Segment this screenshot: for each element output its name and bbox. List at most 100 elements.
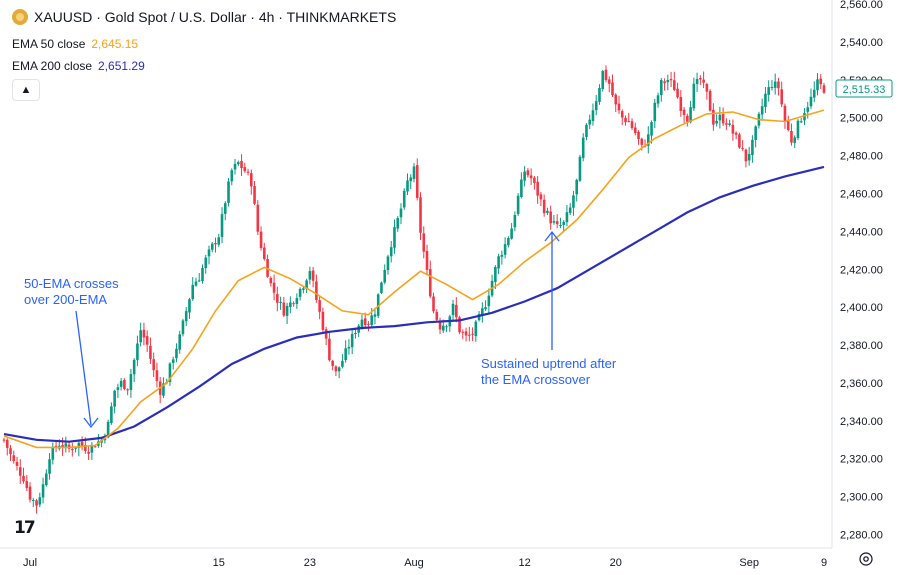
candle-body [9, 448, 12, 455]
candle-body [455, 304, 458, 318]
candle-body [822, 85, 826, 93]
gear-icon[interactable] [859, 552, 873, 566]
candle-body [419, 197, 422, 233]
price-axis[interactable]: 2,280.00 2,300.00 2,320.00 2,340.00 2,360.00… [840, 0, 883, 542]
candle-body [214, 243, 217, 245]
candle-body [487, 295, 491, 307]
candle-body [529, 175, 533, 179]
candle-body [61, 445, 64, 448]
annotation-ema-crossover-line2: over 200-EMA [24, 292, 107, 307]
candle-body [803, 113, 806, 121]
candle-body [246, 171, 250, 173]
candle-body [503, 244, 507, 255]
candle-body [279, 301, 282, 303]
candle-body [559, 225, 562, 227]
candle-body [155, 370, 159, 382]
candle-body [191, 284, 195, 300]
candle-body [565, 212, 569, 223]
ema-50-value: 2,645.15 [91, 37, 139, 51]
ema-50-legend[interactable]: EMA 50 close 2,645.15 [12, 37, 138, 51]
candle-body [819, 78, 823, 85]
candle-body [598, 87, 601, 102]
collapse-legend-button[interactable]: ▲ [12, 79, 40, 101]
candle-body [575, 179, 578, 195]
candle-body [526, 170, 530, 176]
candle-body [38, 497, 42, 505]
candle-body [64, 443, 68, 447]
candle-body [806, 107, 810, 112]
candle-body [243, 167, 247, 172]
time-tick-label: 15 [213, 557, 225, 569]
candle-body [289, 302, 292, 307]
candle-body [129, 374, 133, 391]
candle-body [266, 259, 269, 277]
candle-body [298, 288, 302, 297]
candle-body [770, 87, 774, 89]
candle-body [816, 79, 819, 91]
candle-body [106, 421, 110, 438]
candle-body [660, 79, 663, 96]
candle-body [220, 214, 224, 237]
candle-body [376, 294, 380, 316]
ema-200-legend[interactable]: EMA 200 close 2,651.29 [12, 59, 145, 73]
candle-body [204, 257, 208, 268]
candle-body [568, 207, 572, 213]
candle-body [650, 122, 653, 136]
candle-body [513, 215, 517, 228]
candle-body [422, 233, 426, 252]
candle-body [751, 139, 754, 156]
candle-body [539, 194, 543, 200]
candle-body [780, 89, 783, 105]
time-axis[interactable]: Jul 15 23 Aug 12 20 Sep 9 [23, 557, 827, 569]
candle-body [396, 218, 400, 229]
candle-body [311, 270, 315, 281]
annotation-sustained-uptrend-line1: Sustained uptrend after [481, 356, 617, 371]
candle-body [240, 160, 243, 169]
ema-50-label: EMA 50 close [12, 37, 86, 51]
candle-body [383, 269, 387, 283]
candle-body [607, 79, 611, 84]
annotation-sustained-uptrend-arrowhead [544, 230, 560, 242]
candle-body [591, 110, 595, 121]
candle-body [468, 334, 471, 336]
candle-body [611, 82, 614, 96]
candle-body [630, 121, 634, 128]
candle-body [250, 173, 253, 187]
candle-body [572, 195, 575, 208]
candle-body [315, 281, 318, 300]
candle-body [741, 148, 744, 150]
candle-body [500, 254, 504, 257]
candle-body [194, 281, 198, 286]
candle-body [686, 115, 689, 122]
candle-body [370, 315, 373, 326]
candle-body [656, 95, 660, 104]
candle-body [386, 256, 390, 271]
candle-body [363, 318, 367, 326]
candle-body [620, 111, 624, 118]
candle-body [272, 282, 276, 293]
candle-body [409, 177, 413, 182]
last-price-badge-label: 2,515.33 [843, 84, 886, 96]
ema-200-label: EMA 200 close [12, 59, 93, 73]
price-tick-label: 2,440.00 [840, 226, 883, 238]
candle-body [523, 171, 526, 181]
candle-body [201, 267, 204, 282]
candle-body [428, 269, 432, 297]
candle-body [210, 243, 214, 250]
candle-body [347, 346, 351, 349]
candle-body [305, 280, 308, 289]
last-price-badge-box [835, 79, 893, 98]
annotation-ema-crossover-line1: 50-EMA crosses [24, 276, 119, 291]
candle-body [793, 137, 797, 144]
candle-body [497, 256, 500, 269]
candle-body [389, 247, 393, 257]
price-tick-label: 2,500.00 [840, 113, 883, 125]
candle-body [471, 333, 474, 335]
candle-body [601, 71, 605, 90]
candle-body [773, 81, 777, 88]
candle-body [520, 179, 523, 197]
candle-body [142, 329, 146, 338]
candle-body [624, 117, 627, 123]
candle-body [552, 221, 556, 223]
